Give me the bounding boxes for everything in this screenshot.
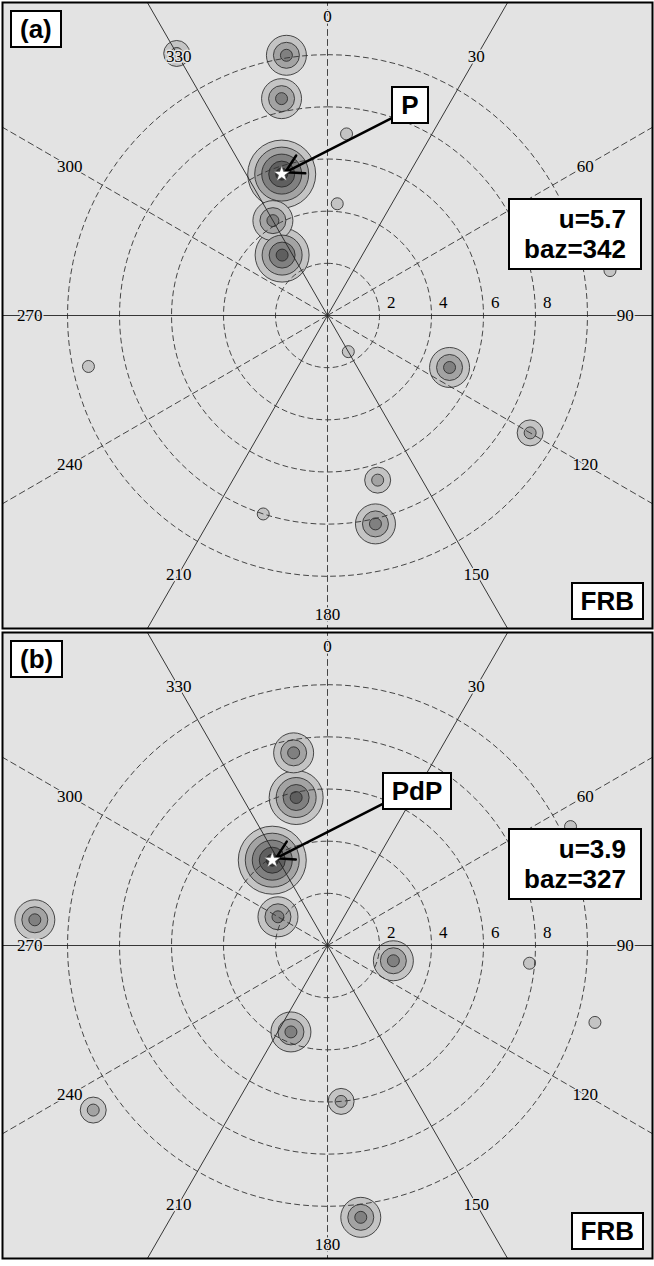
svg-text:210: 210 bbox=[166, 565, 192, 584]
svg-text:210: 210 bbox=[166, 1195, 192, 1214]
svg-text:150: 150 bbox=[464, 1195, 490, 1214]
svg-text:0: 0 bbox=[323, 637, 332, 656]
svg-text:2: 2 bbox=[387, 293, 396, 312]
svg-text:6: 6 bbox=[491, 293, 500, 312]
svg-text:330: 330 bbox=[166, 677, 192, 696]
svg-text:120: 120 bbox=[573, 1085, 599, 1104]
svg-text:120: 120 bbox=[573, 455, 599, 474]
svg-text:300: 300 bbox=[57, 157, 83, 176]
html-text:u=5.7: u=5.7 bbox=[558, 204, 626, 234]
svg-text:330: 330 bbox=[166, 47, 192, 66]
html-text:FRB: FRB bbox=[580, 586, 634, 616]
html-text:PdP: PdP bbox=[391, 775, 443, 806]
svg-text:4: 4 bbox=[439, 293, 448, 312]
svg-text:90: 90 bbox=[617, 936, 634, 955]
svg-text:6: 6 bbox=[491, 923, 500, 942]
html-text:FRB: FRB bbox=[580, 1216, 634, 1246]
html-text:baz=327: baz=327 bbox=[524, 864, 626, 894]
svg-text:4: 4 bbox=[439, 923, 448, 942]
svg-text:270: 270 bbox=[17, 936, 43, 955]
svg-text:270: 270 bbox=[17, 306, 43, 325]
html-text:P: P bbox=[401, 89, 419, 120]
svg-text:60: 60 bbox=[577, 157, 594, 176]
svg-text:60: 60 bbox=[577, 787, 594, 806]
html-text:baz=342: baz=342 bbox=[524, 234, 626, 264]
html-text:(b): (b) bbox=[20, 644, 54, 674]
svg-text:0: 0 bbox=[323, 7, 332, 26]
html-text:(a): (a) bbox=[20, 14, 52, 44]
svg-text:150: 150 bbox=[464, 565, 490, 584]
svg-text:240: 240 bbox=[57, 1085, 83, 1104]
svg-text:300: 300 bbox=[57, 787, 83, 806]
svg-text:8: 8 bbox=[543, 293, 552, 312]
svg-text:90: 90 bbox=[617, 306, 634, 325]
svg-text:2: 2 bbox=[387, 923, 396, 942]
svg-text:180: 180 bbox=[315, 605, 341, 624]
svg-text:180: 180 bbox=[315, 1235, 341, 1254]
html-text:u=3.9: u=3.9 bbox=[558, 834, 626, 864]
svg-text:30: 30 bbox=[468, 677, 485, 696]
svg-text:240: 240 bbox=[57, 455, 83, 474]
svg-text:30: 30 bbox=[468, 47, 485, 66]
svg-text:8: 8 bbox=[543, 923, 552, 942]
